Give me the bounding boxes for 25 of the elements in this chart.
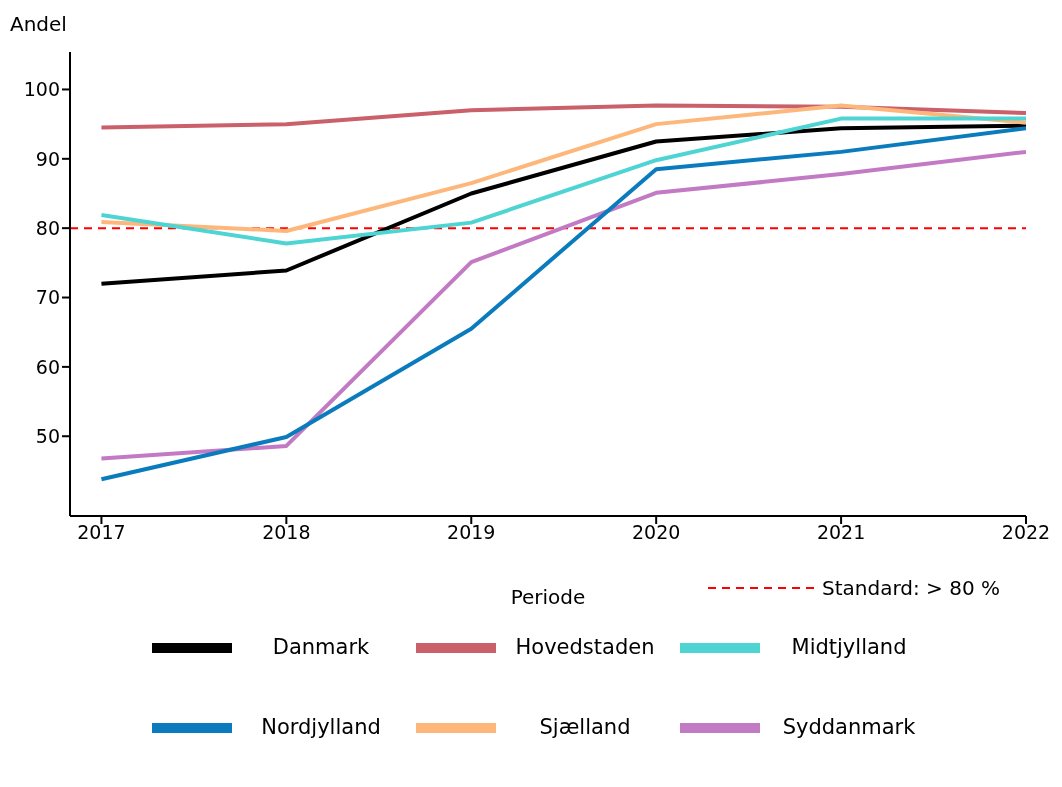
y-tick-label: 80 [35,216,60,239]
legend-label: Sjælland [538,715,632,739]
x-tick-label: 2018 [262,521,311,544]
y-tick-label: 100 [23,78,60,101]
x-tick-label: 2019 [447,521,496,544]
y-tick-label: 70 [35,286,60,309]
x-axis-title: Periode [510,585,586,609]
x-tick-label: 2017 [77,521,126,544]
x-tick-label: 2022 [1001,521,1051,544]
y-axis-title: Andel [10,12,67,36]
legend-label: Midtjylland [790,635,908,659]
line-series [99,123,1026,286]
line-series [99,103,1026,130]
y-tick-label: 60 [35,355,60,378]
y-tick-label: 90 [35,147,60,170]
legend-label: Hovedstaden [514,635,656,659]
legend-label: Standard: > 80 % [822,576,1001,600]
y-tick-label: 50 [35,424,60,447]
line-series [99,116,1026,246]
x-tick-label: 2020 [631,521,681,544]
legend-label: Nordjylland [260,715,382,739]
legend-label: Danmark [271,635,371,659]
x-tick-label: 2021 [816,521,866,544]
line-series [99,103,1026,233]
legend-label: Syddanmark [781,715,917,739]
